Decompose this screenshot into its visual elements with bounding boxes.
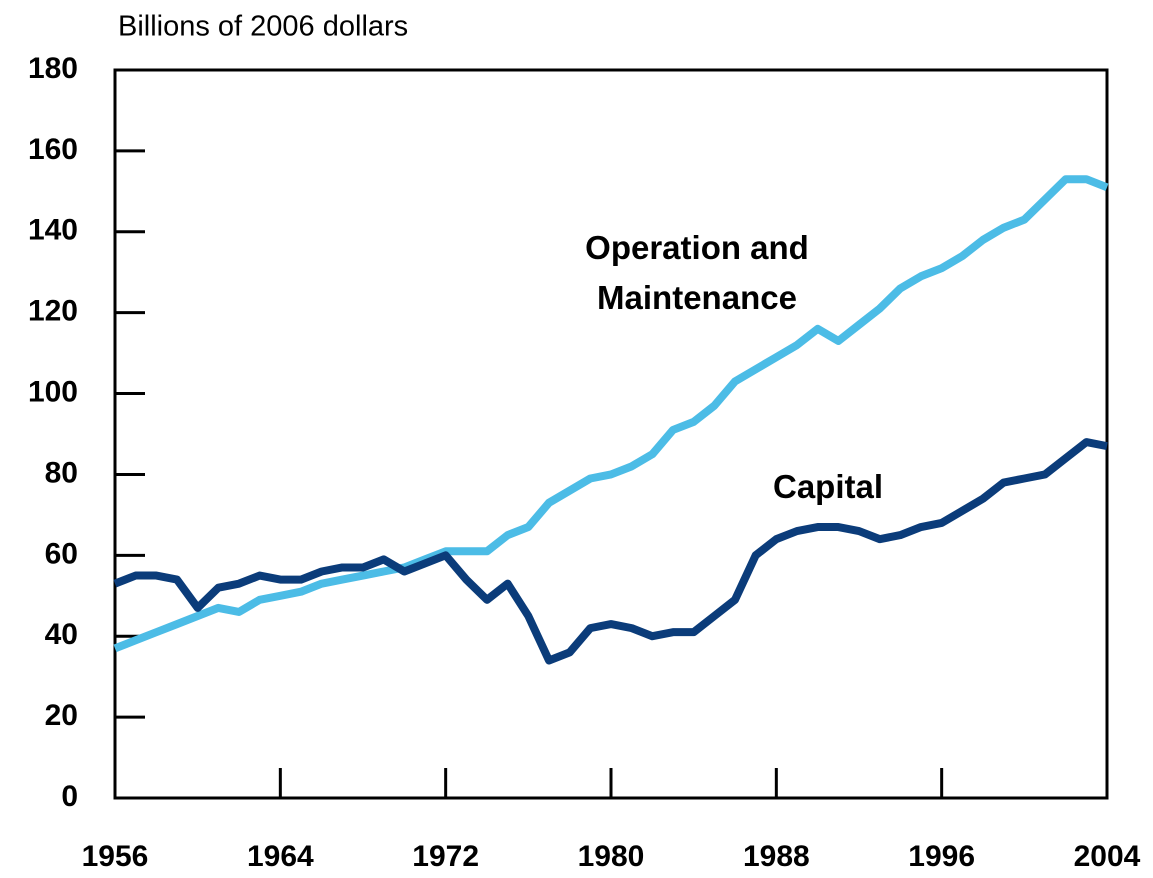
y-tick-label: 140 <box>28 214 78 247</box>
y-tick-label: 80 <box>45 456 78 489</box>
y-tick-label: 40 <box>45 618 78 651</box>
y-tick-label: 100 <box>28 375 78 408</box>
series-line <box>113 438 1108 665</box>
y-tick-label: 20 <box>45 699 78 732</box>
y-tick-label: 0 <box>61 780 78 813</box>
y-tick-label: 120 <box>28 295 78 328</box>
x-tick-label: 1964 <box>247 840 314 873</box>
series-label: Operation and Maintenance <box>585 229 809 316</box>
y-tick-label: 180 <box>28 52 78 85</box>
y-tick-label: 160 <box>28 133 78 166</box>
x-tick-label: 2004 <box>1074 840 1141 873</box>
x-tick-label: 1980 <box>578 840 645 873</box>
x-tick-label: 1988 <box>743 840 810 873</box>
x-tick-label: 1996 <box>908 840 975 873</box>
plot-frame <box>113 68 1109 800</box>
series-label: Capital <box>772 468 884 505</box>
y-tick-label: 60 <box>45 537 78 570</box>
y-axis-title: Billions of 2006 dollars <box>118 11 408 43</box>
x-tick-label: 1956 <box>82 840 149 873</box>
series-line <box>113 175 1109 653</box>
x-tick-label: 1972 <box>412 840 479 873</box>
